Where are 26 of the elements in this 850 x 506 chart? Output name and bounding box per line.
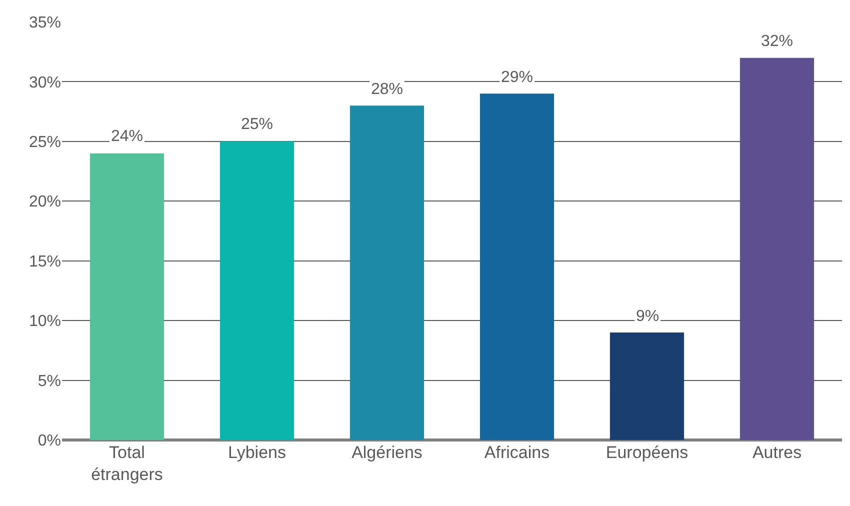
data-label: 24% bbox=[111, 128, 144, 145]
data-label: 28% bbox=[371, 81, 404, 98]
x-tick-label: Européens bbox=[606, 443, 688, 462]
y-tick-label: 20% bbox=[28, 194, 61, 211]
bar bbox=[480, 94, 554, 440]
y-tick-label: 30% bbox=[28, 74, 61, 92]
bar bbox=[740, 58, 814, 440]
bar bbox=[350, 106, 424, 440]
x-tick-label: Africains bbox=[484, 443, 550, 462]
bar bbox=[220, 141, 294, 440]
bar bbox=[90, 153, 164, 440]
y-tick-label: 15% bbox=[28, 253, 61, 270]
data-label: 9% bbox=[636, 308, 660, 325]
bar bbox=[610, 332, 684, 440]
data-label: 32% bbox=[761, 33, 794, 50]
x-tick-label: Total étrangers bbox=[91, 443, 163, 484]
x-tick-label: Algériens bbox=[352, 443, 422, 462]
y-tick-label: 10% bbox=[28, 313, 61, 330]
data-label: 25% bbox=[241, 116, 274, 133]
y-tick-label: 0% bbox=[38, 432, 61, 450]
y-tick-label: 5% bbox=[38, 372, 61, 390]
x-tick-label: Lybiens bbox=[228, 443, 286, 462]
data-label: 29% bbox=[501, 69, 534, 86]
y-tick-label: 35% bbox=[28, 14, 61, 32]
y-tick-label: 25% bbox=[28, 134, 61, 152]
x-tick-label: Autres bbox=[752, 443, 802, 462]
